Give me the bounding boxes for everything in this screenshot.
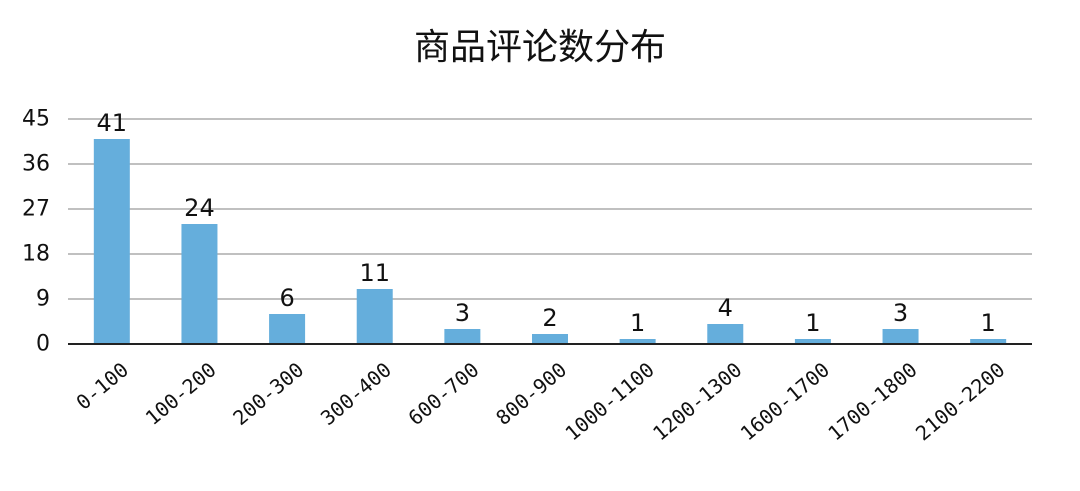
data-label: 24 — [184, 194, 215, 222]
y-tick-label: 9 — [36, 287, 50, 312]
x-tick-label: 200-300 — [228, 357, 308, 430]
x-tick-label: 1600-1700 — [736, 357, 834, 445]
bar — [619, 339, 656, 344]
data-label: 1 — [630, 309, 645, 337]
x-tick-label: 2100-2200 — [911, 357, 1009, 445]
y-tick-label: 27 — [22, 197, 50, 222]
data-label: 41 — [97, 109, 128, 137]
bar — [93, 139, 130, 344]
data-label: 4 — [718, 294, 733, 322]
bar — [970, 339, 1007, 344]
x-tick-label: 1200-1300 — [648, 357, 746, 445]
data-label: 6 — [279, 284, 294, 312]
x-tick-label: 100-200 — [141, 357, 221, 430]
data-label: 1 — [981, 309, 996, 337]
y-tick-label: 0 — [36, 332, 50, 357]
bar — [882, 329, 919, 344]
data-label: 3 — [893, 299, 908, 327]
x-tick-label: 800-900 — [491, 357, 571, 430]
data-label: 11 — [359, 259, 390, 287]
x-tick-label: 600-700 — [404, 357, 484, 430]
y-tick-label: 36 — [22, 152, 50, 177]
data-label: 2 — [542, 304, 557, 332]
x-tick-label: 300-400 — [316, 357, 396, 430]
data-label: 1 — [805, 309, 820, 337]
bar — [444, 329, 481, 344]
bar — [181, 224, 218, 344]
x-tick-label: 1700-1800 — [823, 357, 921, 445]
x-tick-label: 0-100 — [71, 357, 133, 414]
bar — [356, 289, 393, 344]
bar — [794, 339, 831, 344]
x-tick-label: 1000-1100 — [560, 357, 658, 445]
chart-title: 商品评论数分布 — [413, 27, 666, 68]
bar — [707, 324, 744, 344]
bar — [532, 334, 568, 344]
data-label: 3 — [455, 299, 470, 327]
y-tick-label: 45 — [22, 107, 50, 132]
y-tick-label: 18 — [22, 242, 50, 267]
bar — [269, 314, 306, 344]
